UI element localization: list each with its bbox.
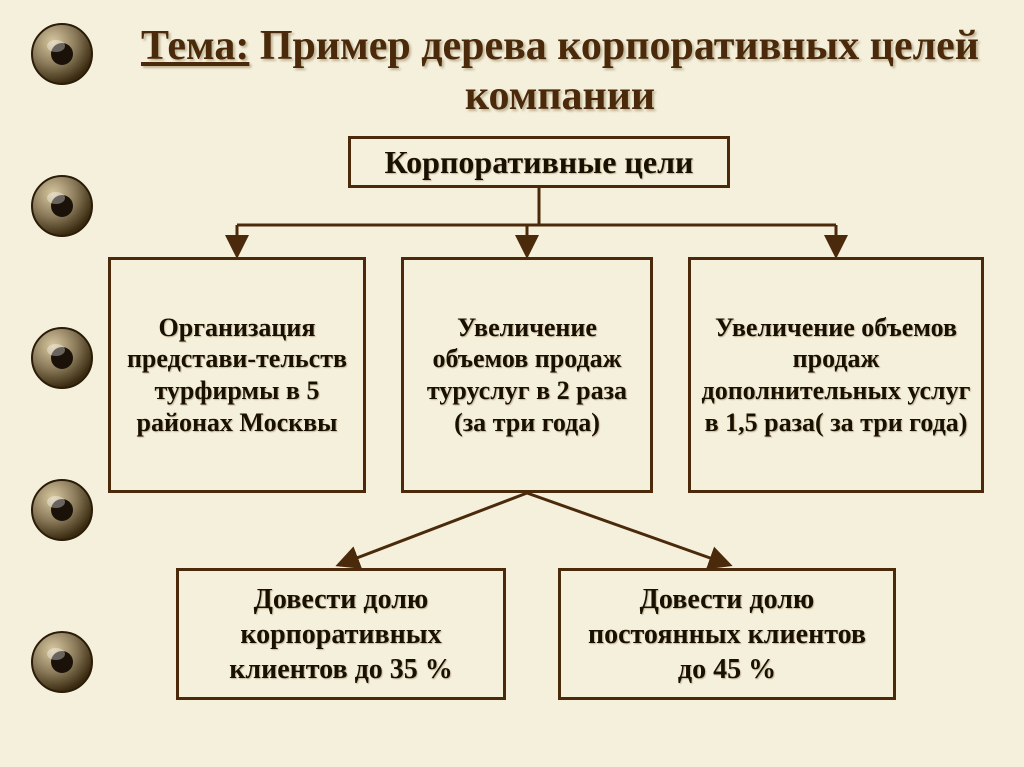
node-m3: Увеличение объемов продаж дополнительных… xyxy=(688,257,984,493)
ring-icon xyxy=(26,170,98,242)
ring-icon xyxy=(26,322,98,394)
node-l1: Довести долю корпоративных клиентов до 3… xyxy=(176,568,506,700)
node-root: Корпоративные цели xyxy=(348,136,730,188)
ring-icon xyxy=(26,18,98,90)
node-m3-label: Увеличение объемов продаж дополнительных… xyxy=(701,312,971,439)
page-title: Тема: Пример дерева корпоративных целей … xyxy=(130,22,990,121)
node-m1: Организация представи-тельств турфирмы в… xyxy=(108,257,366,493)
node-m2: Увеличение объемов продаж туруслуг в 2 р… xyxy=(401,257,653,493)
ring-icon xyxy=(26,474,98,546)
node-m1-label: Организация представи-тельств турфирмы в… xyxy=(121,312,353,439)
ring-icon xyxy=(26,626,98,698)
node-l2: Довести долю постоянных клиентов до 45 % xyxy=(558,568,896,700)
node-l1-label: Довести долю корпоративных клиентов до 3… xyxy=(189,582,493,687)
node-m2-label: Увеличение объемов продаж туруслуг в 2 р… xyxy=(414,312,640,439)
title-rest: Пример дерева корпоративных целей компан… xyxy=(249,23,979,119)
slide: Тема: Пример дерева корпоративных целей … xyxy=(0,0,1024,767)
node-l2-label: Довести долю постоянных клиентов до 45 % xyxy=(571,582,883,687)
node-root-label: Корпоративные цели xyxy=(385,144,694,181)
title-prefix: Тема: xyxy=(141,23,249,69)
ring-binder xyxy=(26,0,106,767)
